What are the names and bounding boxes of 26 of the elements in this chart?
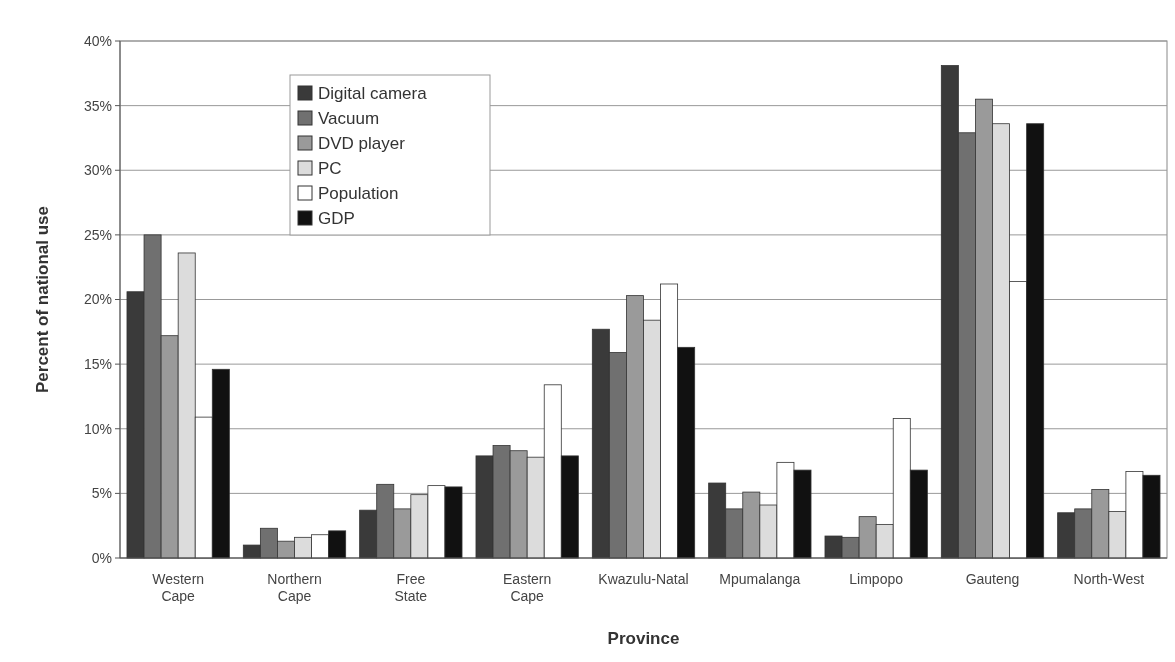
legend-label: Digital camera (318, 83, 428, 103)
x-tick-label: Northern Cape (267, 571, 322, 604)
y-tick-label: 35% (83, 97, 112, 114)
y-tick-label: 30% (83, 162, 112, 179)
y-tick-label: 15% (83, 356, 112, 373)
y-tick-label: 10% (83, 420, 112, 437)
y-tick-label: 20% (83, 291, 112, 308)
y-tick-label: 5% (91, 485, 112, 502)
y-tick-label: 25% (83, 226, 112, 243)
x-tick-label: Western Cape (152, 571, 205, 604)
legend-label: Vacuum (318, 108, 380, 128)
x-axis-title: Province (607, 629, 680, 648)
x-tick-label: Mpumalanga (719, 571, 801, 587)
y-axis-title: Percent of national use (33, 205, 52, 394)
x-tick-label: Limpopo (849, 571, 904, 587)
x-tick-label: Eastern Cape (503, 571, 552, 604)
legend-label: PC (318, 158, 342, 178)
x-tick-label: North-West (1073, 571, 1145, 587)
y-tick-label: 40% (83, 32, 112, 49)
legend-label: Population (318, 183, 399, 203)
x-tick-label: Gauteng (965, 571, 1020, 587)
x-tick-label: Free State (394, 571, 428, 604)
y-tick-label: 0% (91, 549, 112, 566)
legend-label: GDP (318, 208, 355, 228)
x-tick-label: Kwazulu-Natal (598, 571, 689, 587)
legend-label: DVD player (318, 133, 406, 153)
